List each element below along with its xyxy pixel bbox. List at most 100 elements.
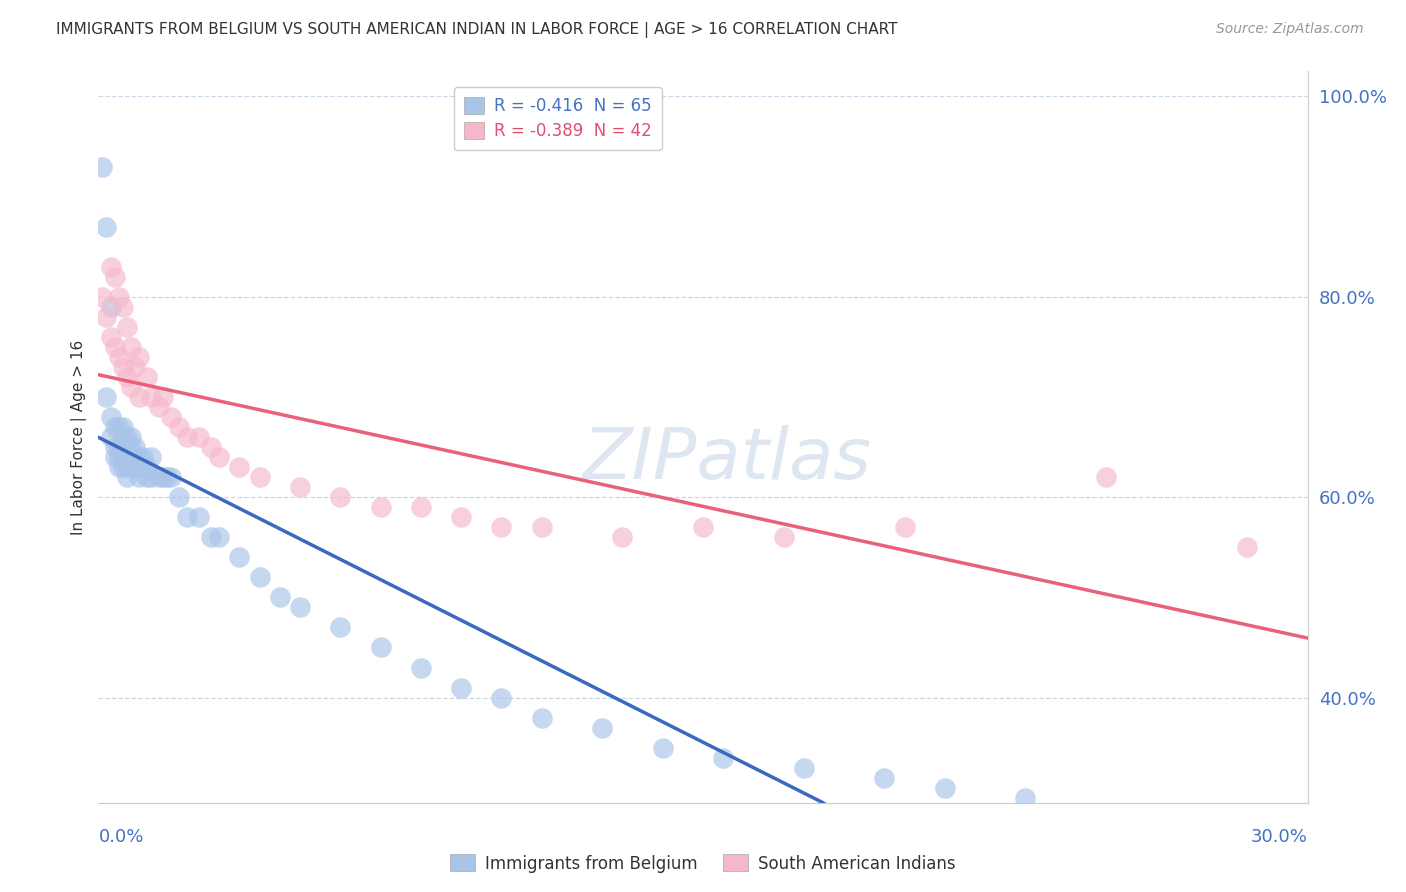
Point	[148, 470, 170, 484]
Point	[176, 430, 198, 444]
Point	[793, 761, 815, 775]
Point	[329, 490, 352, 504]
Point	[115, 370, 138, 384]
Point	[208, 450, 231, 464]
Point	[115, 460, 138, 475]
Point	[100, 300, 122, 314]
Point	[103, 440, 125, 454]
Point	[120, 430, 142, 444]
Point	[120, 460, 142, 475]
Point	[111, 420, 134, 434]
Point	[228, 460, 250, 475]
Text: IMMIGRANTS FROM BELGIUM VS SOUTH AMERICAN INDIAN IN LABOR FORCE | AGE > 16 CORRE: IMMIGRANTS FROM BELGIUM VS SOUTH AMERICA…	[56, 22, 898, 38]
Point	[103, 420, 125, 434]
Point	[711, 750, 734, 764]
Point	[115, 319, 138, 334]
Point	[115, 430, 138, 444]
Point	[103, 450, 125, 464]
Point	[893, 520, 915, 534]
Point	[450, 681, 472, 695]
Point	[135, 460, 157, 475]
Point	[139, 390, 162, 404]
Text: ZIPatlas: ZIPatlas	[582, 425, 872, 493]
Text: 0.0%: 0.0%	[98, 828, 143, 846]
Point	[329, 620, 352, 634]
Point	[107, 420, 129, 434]
Point	[934, 780, 956, 795]
Point	[200, 440, 222, 454]
Point	[115, 450, 138, 464]
Point	[651, 740, 673, 755]
Point	[409, 500, 432, 515]
Point	[692, 520, 714, 534]
Point	[111, 450, 134, 464]
Point	[167, 420, 190, 434]
Point	[873, 771, 896, 785]
Point	[107, 350, 129, 364]
Point	[135, 470, 157, 484]
Point	[96, 390, 118, 404]
Point	[91, 160, 114, 174]
Point	[188, 510, 211, 524]
Point	[124, 359, 146, 374]
Point	[120, 380, 142, 394]
Point	[132, 460, 155, 475]
Point	[120, 440, 142, 454]
Point	[176, 510, 198, 524]
Point	[107, 440, 129, 454]
Point	[107, 290, 129, 304]
Point	[128, 470, 150, 484]
Point	[124, 460, 146, 475]
Point	[111, 440, 134, 454]
Point	[128, 350, 150, 364]
Point	[96, 310, 118, 324]
Point	[100, 330, 122, 344]
Point	[370, 640, 392, 655]
Point	[115, 440, 138, 454]
Point	[249, 470, 271, 484]
Point	[409, 660, 432, 674]
Point	[107, 450, 129, 464]
Point	[188, 430, 211, 444]
Point	[1014, 790, 1036, 805]
Point	[772, 530, 794, 544]
Point	[128, 460, 150, 475]
Point	[100, 430, 122, 444]
Point	[288, 480, 311, 494]
Point	[139, 470, 162, 484]
Point	[1095, 470, 1118, 484]
Point	[111, 359, 134, 374]
Point	[160, 470, 183, 484]
Point	[491, 690, 513, 705]
Point	[228, 550, 250, 565]
Point	[152, 390, 174, 404]
Point	[156, 470, 179, 484]
Point	[111, 300, 134, 314]
Point	[132, 450, 155, 464]
Point	[135, 370, 157, 384]
Point	[120, 340, 142, 354]
Point	[111, 460, 134, 475]
Point	[91, 290, 114, 304]
Text: 30.0%: 30.0%	[1251, 828, 1308, 846]
Point	[530, 520, 553, 534]
Point	[160, 410, 183, 425]
Point	[152, 470, 174, 484]
Point	[120, 450, 142, 464]
Point	[124, 440, 146, 454]
Point	[288, 600, 311, 615]
Point	[128, 450, 150, 464]
Point	[148, 400, 170, 414]
Legend: R = -0.416  N = 65, R = -0.389  N = 42: R = -0.416 N = 65, R = -0.389 N = 42	[454, 87, 662, 150]
Point	[1236, 541, 1258, 555]
Point	[100, 410, 122, 425]
Point	[200, 530, 222, 544]
Point	[111, 430, 134, 444]
Point	[612, 530, 634, 544]
Point	[450, 510, 472, 524]
Point	[128, 390, 150, 404]
Point	[208, 530, 231, 544]
Point	[530, 711, 553, 725]
Point	[96, 219, 118, 234]
Point	[167, 490, 190, 504]
